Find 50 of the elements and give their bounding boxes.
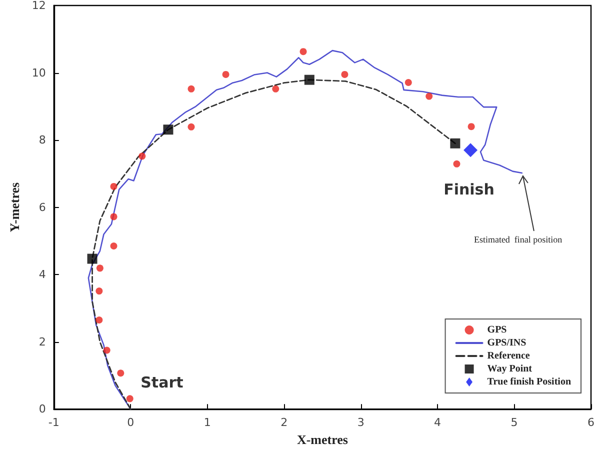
legend-label: True finish Position <box>487 376 572 388</box>
point <box>450 138 460 148</box>
x-tick-label: 0 <box>127 416 134 430</box>
y-tick-label: 4 <box>38 268 46 282</box>
annotation: Estimated final position <box>474 234 563 244</box>
x-axis-title: X-metres <box>296 432 348 447</box>
legend-label: GPS <box>487 324 508 336</box>
point <box>103 346 110 354</box>
x-tick-label: 2 <box>280 416 288 430</box>
point <box>304 74 314 85</box>
y-tick-label: 6 <box>38 200 46 214</box>
legend-label: Way Point <box>487 364 533 374</box>
point <box>222 70 230 78</box>
x-tick-label: 6 <box>588 416 594 430</box>
y-tick-label: 12 <box>32 0 46 12</box>
point <box>272 85 280 92</box>
point <box>300 48 307 56</box>
x-tick-label: -1 <box>48 416 60 430</box>
point <box>96 288 103 295</box>
point <box>464 143 478 158</box>
x-tick-label: 1 <box>204 416 211 430</box>
point <box>188 123 195 130</box>
point <box>138 152 146 160</box>
annotation: Finish <box>444 180 494 199</box>
x-tick-label: 5 <box>510 416 518 430</box>
y-tick-label: 10 <box>32 66 46 80</box>
point <box>110 213 118 220</box>
y-tick-label: 8 <box>38 134 46 147</box>
point <box>453 160 460 168</box>
y-axis-title: Y-metres <box>7 182 22 232</box>
point <box>468 123 475 130</box>
x-tick-label: 4 <box>434 416 442 430</box>
annotation: Start <box>140 374 184 392</box>
point <box>426 92 433 100</box>
point <box>96 316 103 324</box>
point <box>87 254 98 264</box>
legend-label: Reference <box>487 350 530 362</box>
x-tick-label: 3 <box>357 416 364 430</box>
point <box>404 79 412 86</box>
point <box>117 370 124 377</box>
point <box>341 70 348 78</box>
legend-label: GPS/INS <box>487 338 527 348</box>
point <box>188 85 195 92</box>
point <box>96 264 104 272</box>
point <box>163 124 174 135</box>
point <box>110 182 118 190</box>
point <box>126 395 134 402</box>
point <box>110 242 118 250</box>
y-tick-label: 2 <box>38 335 46 348</box>
y-tick-label: 0 <box>38 402 46 416</box>
